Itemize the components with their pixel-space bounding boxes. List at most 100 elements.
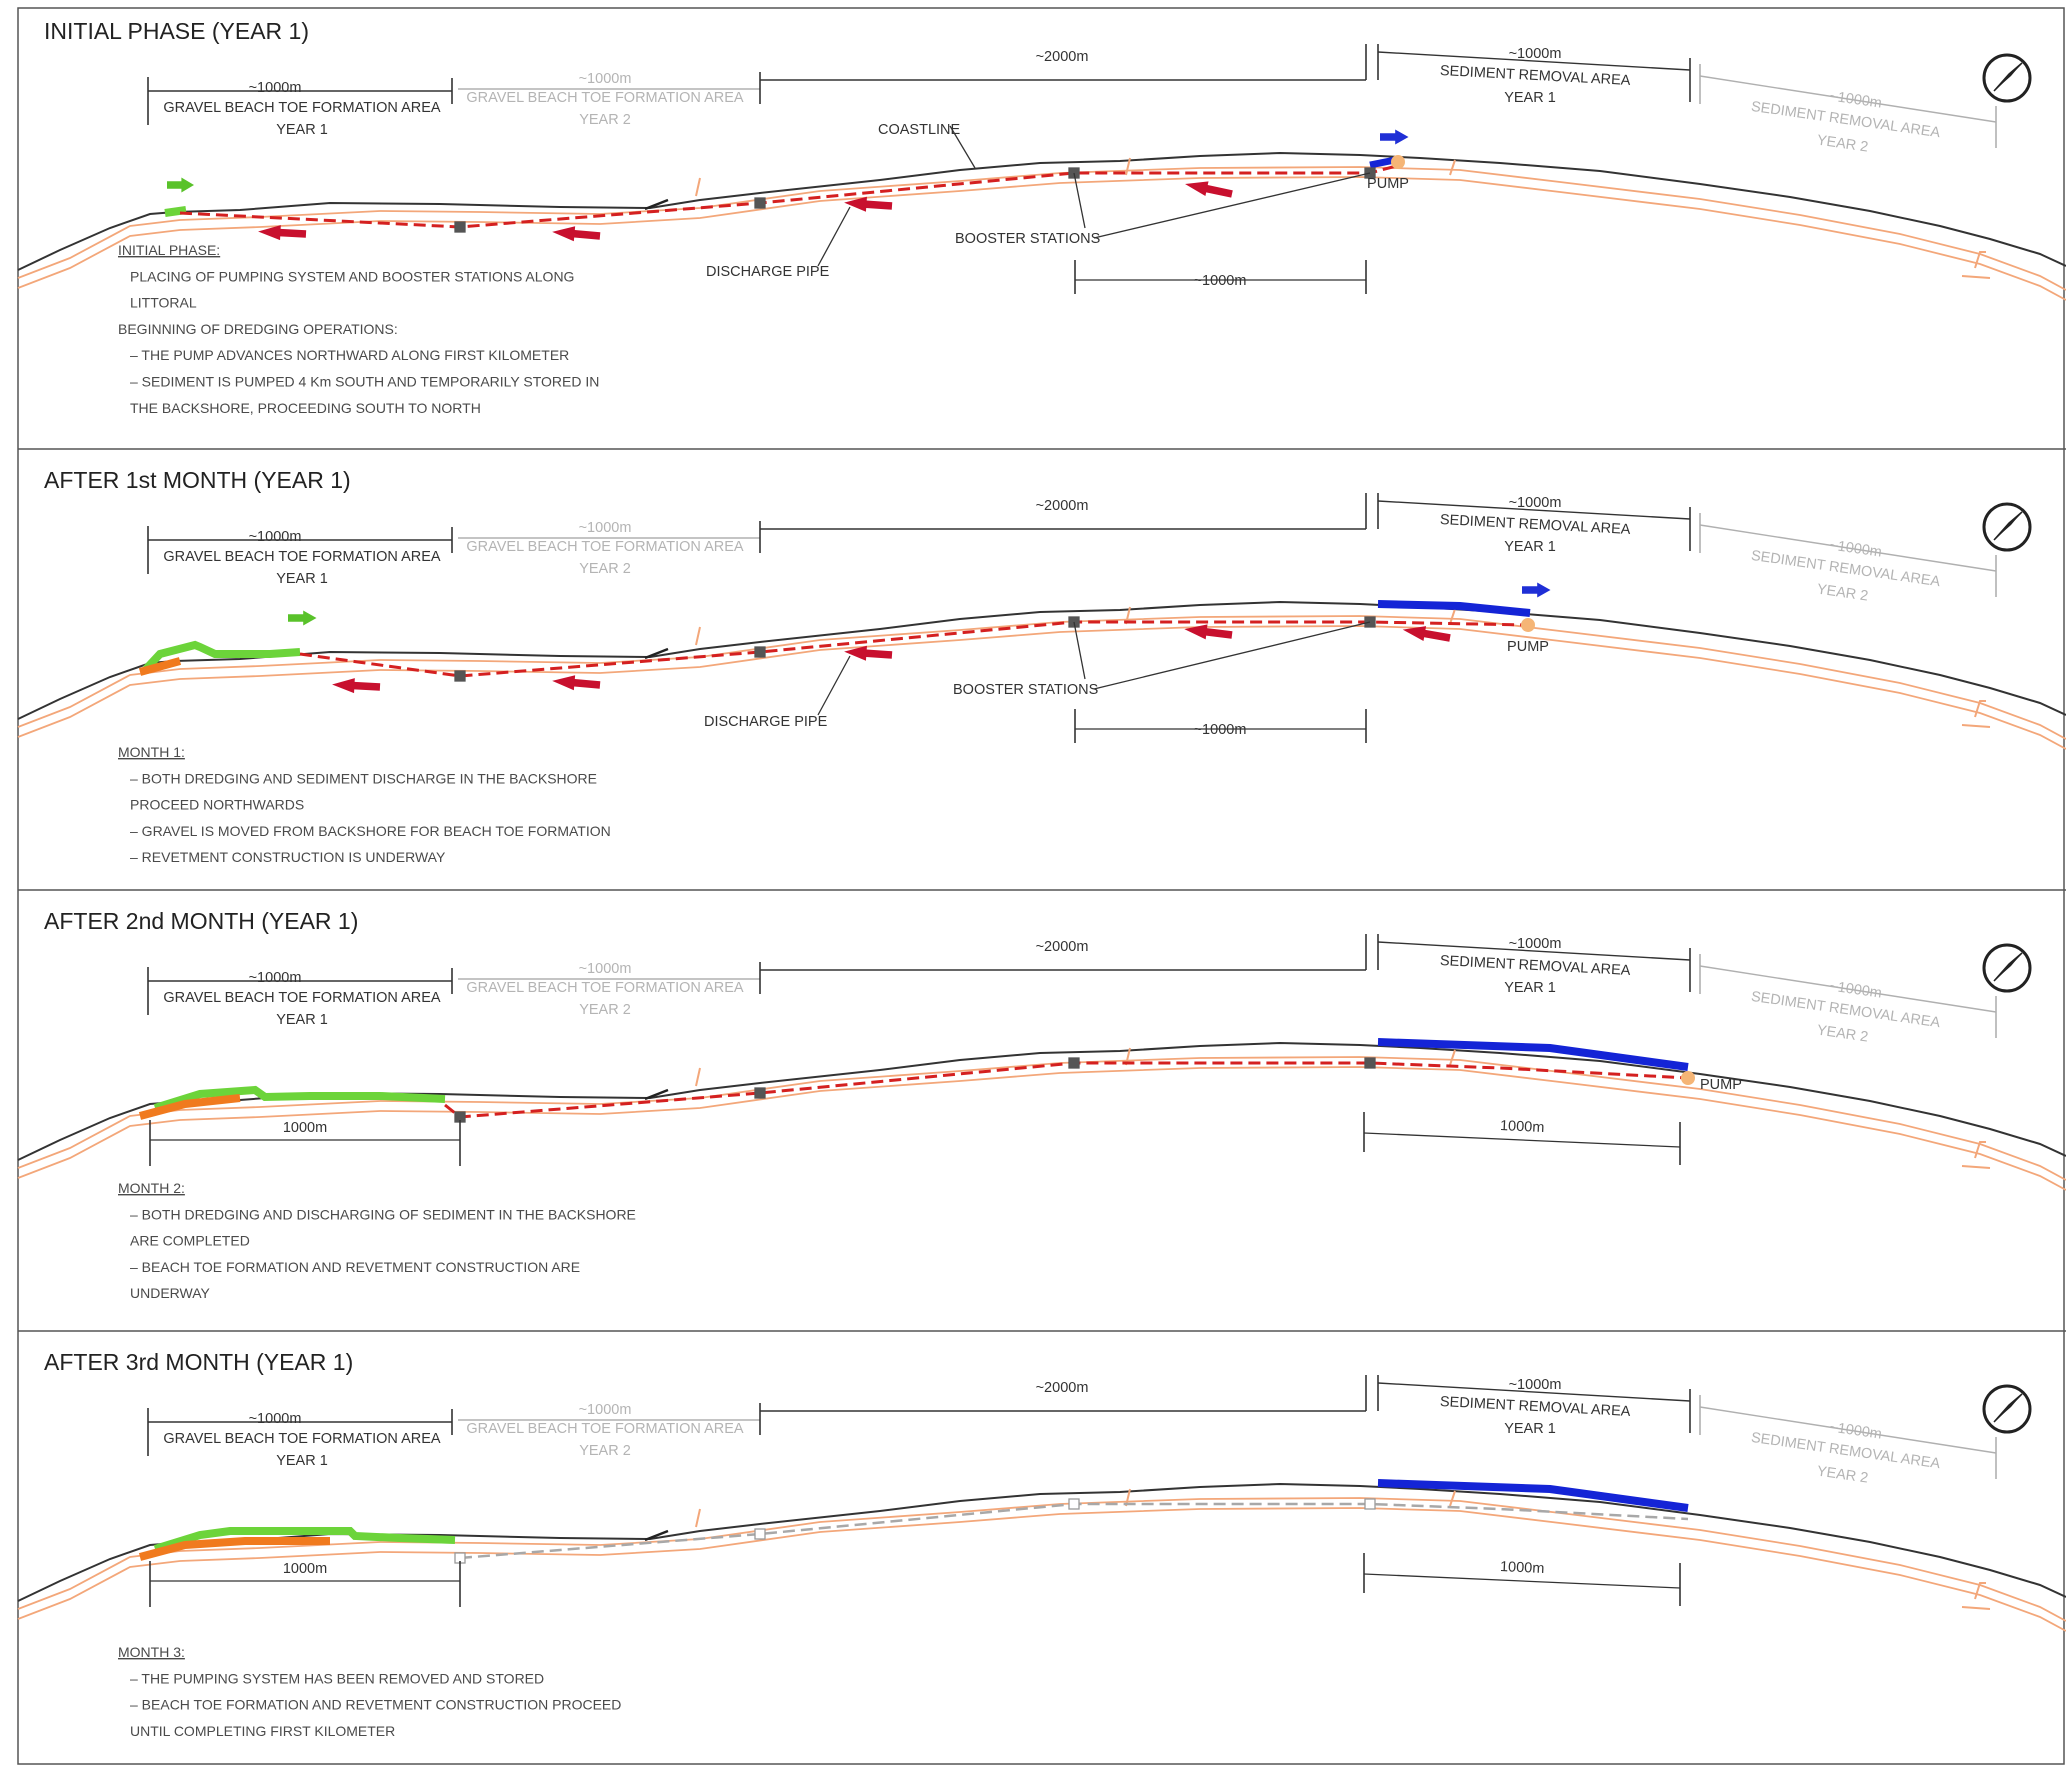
booster-station [1068,1498,1080,1510]
booster-station [754,1087,766,1099]
note-line: – BEACH TOE FORMATION AND REVETMENT CONS… [130,1259,580,1275]
backshore-line [17,1497,2066,1622]
dimension-label: ~1000m [579,1402,632,1418]
flow-arrow [844,645,893,661]
booster-station [754,646,766,658]
revetment-built [138,657,182,676]
panel-title: AFTER 1st MONTH (YEAR 1) [44,467,351,493]
dimension-label: ~1000m [249,529,302,545]
flow-arrow-shape [332,678,381,694]
flow-arrow [552,675,601,691]
gravel-start-marker [164,206,187,217]
area-label: GRAVEL BEACH TOE FORMATION AREA [466,539,743,555]
flow-arrow-shape [844,196,893,212]
year-label: YEAR 1 [1504,90,1556,106]
compass-needle-outline [1993,511,2023,541]
backshore-line [17,1507,2066,1632]
revetment-marker [1449,608,1991,728]
dimension-line [1377,51,1691,71]
flow-arrow [844,196,893,212]
compass-ring [1982,53,2032,103]
backshore-line [17,1056,2066,1181]
dimension-label: ~1000m [1194,273,1247,289]
coastline [17,600,2066,720]
booster-stations-label: BOOSTER STATIONS [953,682,1098,698]
dimension-label: 1000m [283,1561,327,1577]
dimension-label: 1000m [1500,1118,1545,1136]
compass-ring [1982,1384,2032,1434]
panel-4: AFTER 3rd MONTH (YEAR 1) ~1000m GRAVEL BEA… [17,1349,2066,1739]
panel-title: INITIAL PHASE (YEAR 1) [44,18,309,44]
arrow-shape [288,610,317,626]
note-line: ARE COMPLETED [130,1233,250,1249]
note-line: – REVETMENT CONSTRUCTION IS UNDERWAY [130,849,446,865]
outfall-marker [644,647,669,660]
leader-line [949,125,976,169]
coastline-label: COASTLINE [878,122,961,138]
dimension-label: ~1000m [1509,1377,1562,1393]
arrow-shape [1522,582,1551,598]
dimension-label: ~2000m [1036,939,1089,955]
revetment-built [138,1537,330,1561]
leader-line [1073,172,1371,239]
backshore-line [17,166,2066,291]
revetment-marker [1449,159,1991,279]
dimension-label: ~1000m [1828,978,1883,1001]
sediment-removed-area [1377,1479,1689,1512]
note-line: UNTIL COMPLETING FIRST KILOMETER [130,1723,395,1739]
dimension-label: ~1000m [579,71,632,87]
dimension-label: ~1000m [249,970,302,986]
panel-3: AFTER 2nd MONTH (YEAR 1) ~1000m GRAVEL BEA… [17,908,2066,1301]
booster-station [454,670,466,682]
dimension-label: 1000m [1500,1559,1545,1577]
pump-marker [1391,155,1405,169]
sediment-removed-area [1377,600,1531,617]
pump-marker [1681,1071,1695,1085]
flow-arrow-shape [552,226,601,242]
dimension-label: ~2000m [1036,498,1089,514]
backshore-line [17,625,2066,750]
panel-1: INITIAL PHASE (YEAR 1) ~1000m GRAVEL BEACH… [17,18,2066,416]
arrow-shape [1380,129,1409,145]
pump-label: PUMP [1507,639,1549,655]
note-line: – SEDIMENT IS PUMPED 4 Km SOUTH AND TEMP… [130,374,599,390]
area-label: SEDIMENT REMOVAL AREA [1440,953,1632,979]
dimension-label: ~1000m [1509,46,1562,62]
dimension-label: ~2000m [1036,49,1089,65]
year-label: YEAR 2 [1816,582,1869,605]
year-label: YEAR 1 [276,122,328,138]
dimension-line [1699,1406,1997,1454]
north-arrow-compass-icon [1982,53,2032,103]
area-label: GRAVEL BEACH TOE FORMATION AREA [466,980,743,996]
compass-ring [1982,502,2032,552]
booster-station [1364,1057,1376,1069]
note-line: – BOTH DREDGING AND SEDIMENT DISCHARGE I… [130,770,597,786]
dimension-label: ~1000m [1194,722,1247,738]
compass-ring [1982,943,2032,993]
year-label: YEAR 2 [1816,1023,1869,1046]
year-label: YEAR 2 [579,1002,631,1018]
note-line: PLACING OF PUMPING SYSTEM AND BOOSTER ST… [130,268,574,284]
dimension-label: ~1000m [249,1411,302,1427]
revetment-marker [1449,1049,1991,1169]
coastline [17,151,2066,271]
discharge-pipe-line [299,620,1529,678]
booster-station [754,197,766,209]
dimension-line [1699,524,1997,572]
flow-arrow-shape [844,645,893,661]
note-line: – BEACH TOE FORMATION AND REVETMENT CONS… [130,1697,621,1713]
panel-title: AFTER 3rd MONTH (YEAR 1) [44,1349,353,1375]
note-line: THE BACKSHORE, PROCEEDING SOUTH TO NORTH [130,400,481,416]
flow-arrow-shape [552,675,601,691]
revetment-marker [1449,1490,1991,1610]
booster-station [1364,1498,1376,1510]
booster-station [454,221,466,233]
notes-heading: MONTH 2: [118,1180,185,1196]
backshore-line [17,1066,2066,1191]
compass-needle-outline [1993,952,2023,982]
dimension-label: ~2000m [1036,1380,1089,1396]
dimension-line [1377,1382,1691,1402]
year-label: YEAR 2 [579,112,631,128]
pump-label: PUMP [1700,1077,1742,1093]
